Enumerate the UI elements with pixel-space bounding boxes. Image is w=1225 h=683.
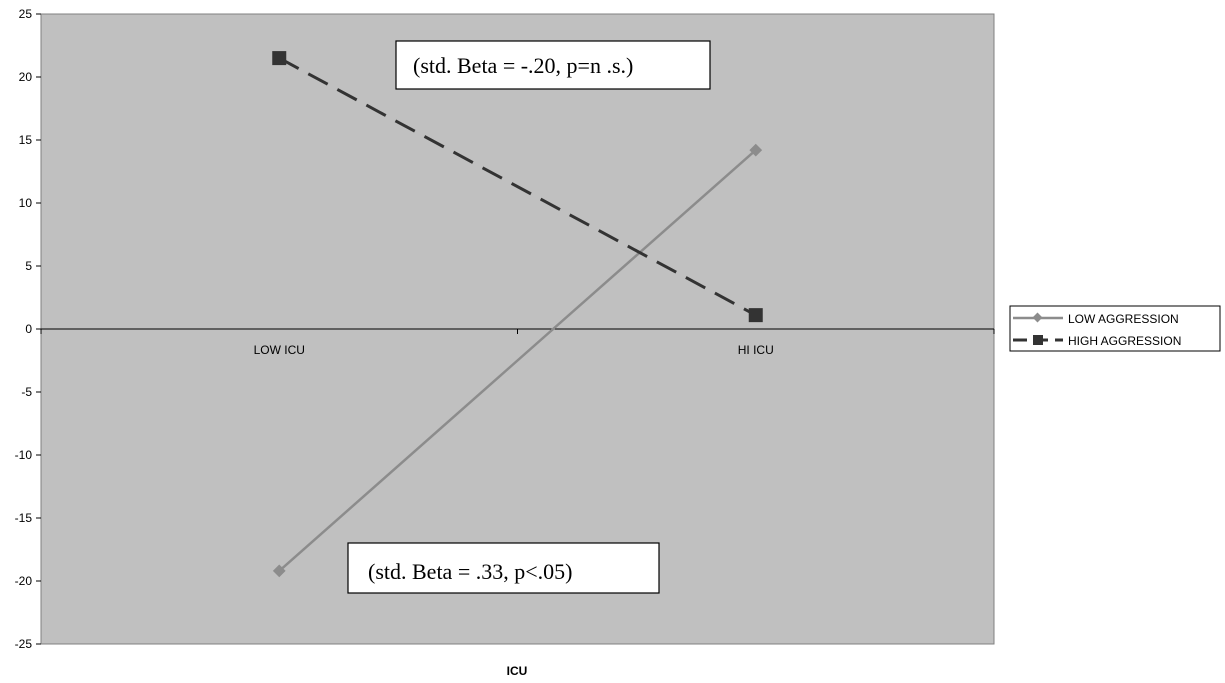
data-point-square bbox=[272, 51, 287, 66]
diamond-marker-icon bbox=[1032, 312, 1043, 323]
x-category-label: HI ICU bbox=[738, 343, 774, 357]
annotation-bottom: (std. Beta = .33, p<.05) bbox=[347, 542, 660, 594]
x-category-label: LOW ICU bbox=[254, 343, 305, 357]
legend-item-high-aggression: HIGH AGGRESSION bbox=[1013, 334, 1181, 348]
legend-item-low-aggression: LOW AGGRESSION bbox=[1013, 312, 1179, 326]
data-point-square bbox=[748, 308, 763, 323]
y-tick-label: -10 bbox=[15, 448, 33, 462]
x-axis-title: ICU bbox=[507, 664, 528, 678]
y-tick-label: 15 bbox=[19, 133, 33, 147]
y-tick-label: 0 bbox=[25, 322, 32, 336]
y-tick-label: 5 bbox=[25, 259, 32, 273]
y-tick-label: 20 bbox=[19, 70, 33, 84]
series-line bbox=[278, 56, 757, 317]
y-tick-label: -20 bbox=[15, 574, 33, 588]
legend-box bbox=[1009, 305, 1221, 352]
y-tick-label: 25 bbox=[19, 7, 33, 21]
series-high-aggression bbox=[272, 51, 763, 323]
square-marker-icon bbox=[1033, 335, 1043, 345]
annotation-box bbox=[347, 542, 660, 594]
y-tick-label: 10 bbox=[19, 196, 33, 210]
legend: LOW AGGRESSION HIGH AGGRESSION bbox=[1009, 305, 1221, 352]
y-tick-label: -5 bbox=[21, 385, 32, 399]
legend-label-high-aggression: HIGH AGGRESSION bbox=[1068, 334, 1181, 348]
y-tick-label: -15 bbox=[15, 511, 33, 525]
annotation-text: (std. Beta = -.20, p=n .s.) bbox=[413, 53, 633, 78]
y-tick-label: -25 bbox=[15, 637, 33, 651]
annotation-top: (std. Beta = -.20, p=n .s.) bbox=[395, 40, 711, 90]
annotation-box bbox=[395, 40, 711, 90]
legend-label-low-aggression: LOW AGGRESSION bbox=[1068, 312, 1179, 326]
annotation-text: (std. Beta = .33, p<.05) bbox=[368, 559, 572, 584]
series-line bbox=[278, 149, 757, 572]
